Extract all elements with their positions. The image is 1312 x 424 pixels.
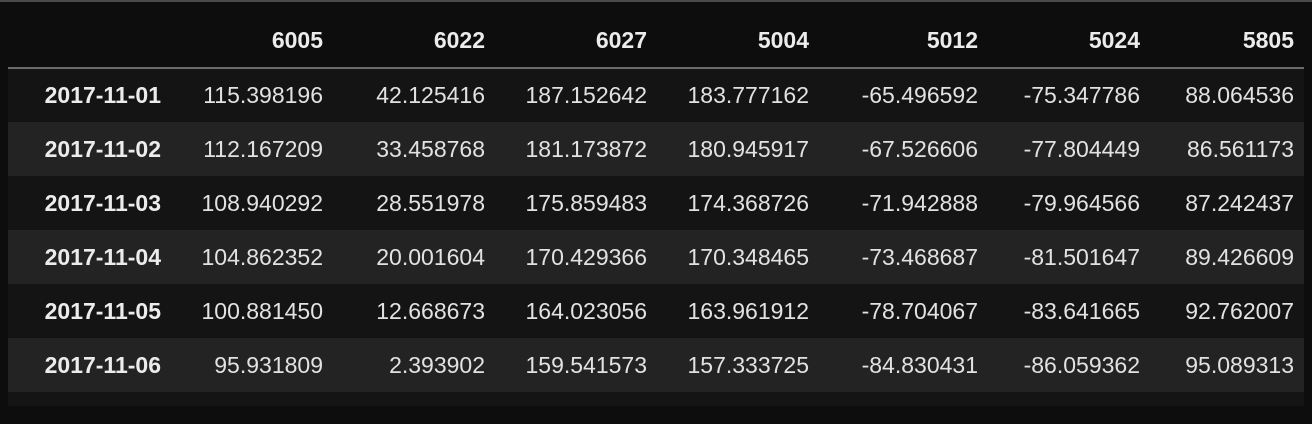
- table-cell: -75.347786: [1023, 82, 1140, 108]
- table-cell: 92.762007: [1185, 297, 1294, 324]
- table-cell: -83.641665: [1023, 297, 1140, 324]
- table-cell: 95.089313: [1185, 351, 1294, 378]
- table-cell: 174.368726: [687, 189, 809, 216]
- table-cell: -79.964566: [1023, 189, 1140, 216]
- table-cell: 100.881450: [201, 297, 323, 324]
- table-cell: 12.668673: [376, 297, 485, 324]
- index-header: [8, 14, 171, 69]
- table-cell: 181.173872: [525, 135, 647, 162]
- table-cell: -73.468687: [861, 243, 978, 270]
- table-cell: 88.064536: [1185, 82, 1294, 108]
- row-index: 2017-11-06: [44, 351, 161, 378]
- table-row: 2017-11-01 115.398196 42.125416 187.1526…: [8, 68, 1304, 122]
- table-cell: -81.501647: [1023, 243, 1140, 270]
- table-cell: 170.348465: [687, 243, 809, 270]
- table-cell: -67.526606: [861, 135, 978, 162]
- row-index: 2017-11-03: [44, 189, 161, 216]
- row-index: 2017-11-01: [44, 82, 161, 108]
- column-header: 5012: [819, 14, 988, 69]
- viewport-clip: [0, 406, 1312, 424]
- table-cell: 112.167209: [203, 135, 323, 162]
- table-cell: 115.398196: [203, 82, 323, 108]
- column-header: 6027: [495, 14, 657, 69]
- column-header: 5805: [1150, 14, 1304, 69]
- table-cell: 163.961912: [687, 297, 809, 324]
- column-header: 6005: [171, 14, 333, 69]
- dataframe-table: 6005 6022 6027 5004 5012 5024 5805 2017-…: [8, 14, 1304, 412]
- table-cell: -86.059362: [1023, 351, 1140, 378]
- table-cell: 157.333725: [687, 351, 809, 378]
- table-row: 2017-11-02 112.167209 33.458768 181.1738…: [8, 122, 1304, 176]
- table-cell: 183.777162: [687, 82, 809, 108]
- table-cell: 20.001604: [376, 243, 485, 270]
- table-cell: 42.125416: [376, 82, 485, 108]
- table-cell: 159.541573: [525, 351, 647, 378]
- dataframe-output: 6005 6022 6027 5004 5012 5024 5805 2017-…: [8, 14, 1304, 412]
- table-cell: 87.242437: [1185, 189, 1294, 216]
- column-header: 6022: [333, 14, 495, 69]
- table-row: 2017-11-04 104.862352 20.001604 170.4293…: [8, 230, 1304, 284]
- column-header: 5024: [988, 14, 1150, 69]
- table-cell: 180.945917: [687, 135, 809, 162]
- table-row: 2017-11-05 100.881450 12.668673 164.0230…: [8, 284, 1304, 338]
- table-cell: 164.023056: [525, 297, 647, 324]
- table-cell: 89.426609: [1185, 243, 1294, 270]
- header-row: 6005 6022 6027 5004 5012 5024 5805: [8, 14, 1304, 69]
- table-cell: 28.551978: [376, 189, 485, 216]
- column-header: 5004: [657, 14, 819, 69]
- table-cell: 175.859483: [525, 189, 647, 216]
- row-index: 2017-11-05: [44, 297, 161, 324]
- table-cell: -84.830431: [861, 351, 978, 378]
- row-index: 2017-11-04: [44, 243, 161, 270]
- table-cell: -65.496592: [861, 82, 978, 108]
- table-cell: 108.940292: [201, 189, 323, 216]
- table-cell: 86.561173: [1186, 135, 1294, 162]
- row-index: 2017-11-02: [44, 135, 161, 162]
- table-row: 2017-11-03 108.940292 28.551978 175.8594…: [8, 176, 1304, 230]
- table-cell: 95.931809: [214, 351, 323, 378]
- cell-output-border: [0, 0, 1312, 2]
- table-cell: -78.704067: [861, 297, 978, 324]
- table-row: 2017-11-06 95.931809 2.393902 159.541573…: [8, 338, 1304, 392]
- table-cell: -77.804449: [1023, 135, 1140, 162]
- table-cell: 187.152642: [525, 82, 647, 108]
- table-cell: 104.862352: [201, 243, 323, 270]
- table-cell: 2.393902: [389, 351, 485, 378]
- table-cell: 170.429366: [525, 243, 647, 270]
- table-cell: -71.942888: [861, 189, 978, 216]
- table-cell: 33.458768: [376, 135, 485, 162]
